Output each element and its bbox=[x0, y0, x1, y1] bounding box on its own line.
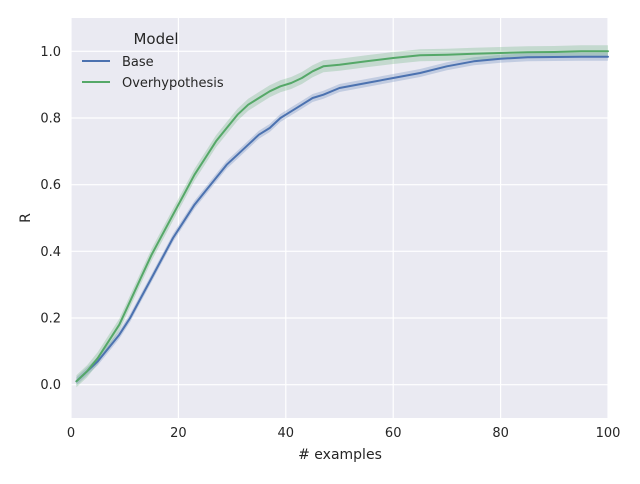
y-tick-label: 0.6 bbox=[40, 178, 61, 193]
legend: Model Base Overhypothesis bbox=[82, 30, 224, 91]
series-line-base bbox=[75, 55, 609, 383]
plot-background bbox=[71, 18, 608, 418]
ci-band-base bbox=[76, 52, 608, 386]
legend-label-base: Base bbox=[122, 55, 154, 70]
x-tick-label: 60 bbox=[385, 426, 402, 441]
series-line-overhypothesis bbox=[75, 50, 609, 383]
confidence-bands bbox=[76, 45, 608, 388]
x-tick-label: 80 bbox=[492, 426, 509, 441]
y-tick-label: 0.8 bbox=[40, 112, 61, 127]
tick-labels: 0 20 40 60 80 100 0.0 0.2 0.4 0.6 0.8 1.0 bbox=[40, 45, 620, 441]
y-tick-label: 0.0 bbox=[40, 378, 61, 393]
x-tick-label: 0 bbox=[67, 426, 75, 441]
y-tick-label: 0.2 bbox=[40, 312, 61, 327]
y-tick-label: 1.0 bbox=[40, 45, 61, 60]
x-axis-label: # examples bbox=[298, 447, 382, 463]
y-axis-label: R bbox=[18, 213, 34, 223]
legend-title: Model bbox=[133, 30, 178, 48]
x-tick-label: 40 bbox=[278, 426, 295, 441]
series-lines bbox=[75, 50, 609, 383]
legend-label-overhypothesis: Overhypothesis bbox=[122, 76, 224, 91]
x-tick-label: 100 bbox=[596, 426, 621, 441]
y-tick-label: 0.4 bbox=[40, 245, 61, 260]
x-tick-label: 20 bbox=[170, 426, 187, 441]
